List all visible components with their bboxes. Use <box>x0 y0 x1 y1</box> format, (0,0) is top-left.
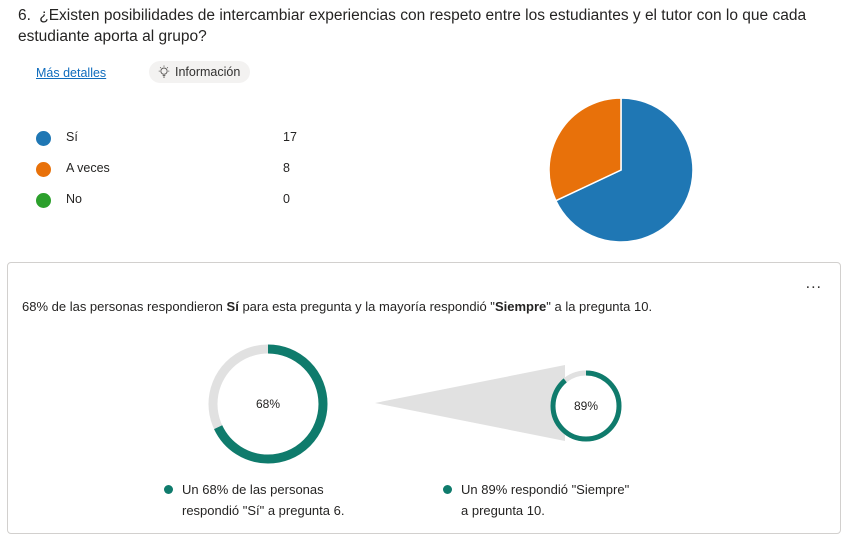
caption-line: Un 89% respondió "Siempre" <box>461 482 630 497</box>
caption-line: respondió "Sí" a pregunta 6. <box>182 503 345 518</box>
legend-swatch <box>36 162 51 177</box>
more-options-button[interactable]: ... <box>805 275 822 292</box>
connector-shape <box>375 365 565 441</box>
donut-q6: 68% <box>208 344 328 464</box>
insight-text: 68% de las personas respondieron Sí para… <box>22 299 652 314</box>
pie-slice-a-veces[interactable] <box>548 97 622 202</box>
caption-bullet <box>443 485 452 494</box>
question-number: 6. <box>18 7 31 24</box>
legend-label: No <box>66 192 82 206</box>
question-text: ¿Existen posibilidades de intercambiar e… <box>18 7 807 45</box>
insight-bold: Siempre <box>494 299 547 314</box>
lightbulb-icon <box>158 65 170 78</box>
insight-card: ... 68% de las personas respondieron Sí … <box>7 262 841 534</box>
legend-count: 8 <box>283 161 290 175</box>
legend-item-no: No 0 <box>36 189 306 220</box>
legend-item-a-veces: A veces 8 <box>36 158 306 189</box>
caption-line: a pregunta 10. <box>461 503 545 518</box>
chart-legend: Sí 17 A veces 8 No 0 <box>36 127 306 220</box>
legend-swatch <box>36 131 51 146</box>
pie-slice-sí[interactable] <box>554 97 694 243</box>
insight-bold: Sí <box>226 299 239 314</box>
caption-q6: Un 68% de las personas respondió "Sí" a … <box>164 479 392 521</box>
info-button[interactable]: Información <box>149 61 251 83</box>
info-label: Información <box>175 65 241 79</box>
caption-bullet <box>164 485 173 494</box>
donut-arc <box>550 370 622 442</box>
legend-label: A veces <box>66 161 110 175</box>
insight-part: para esta pregunta y la mayoría respondi… <box>238 299 495 314</box>
donut-label: 68% <box>256 397 280 411</box>
insight-part: " a la pregunta 10. <box>546 299 653 314</box>
donut-label: 89% <box>574 399 598 413</box>
donut-q10: 89% <box>550 370 622 442</box>
pie-chart <box>548 97 694 243</box>
question-title: 6. ¿Existen posibilidades de intercambia… <box>18 5 843 47</box>
caption-q10: Un 89% respondió "Siempre" a pregunta 10… <box>443 479 681 521</box>
donut-arc <box>208 344 328 464</box>
caption-line: Un 68% de las personas <box>182 482 324 497</box>
more-details-link[interactable]: Más detalles <box>36 66 107 80</box>
insight-part: 68% de las personas respondieron <box>22 299 227 314</box>
legend-count: 17 <box>283 130 297 144</box>
legend-swatch <box>36 193 51 208</box>
legend-label: Sí <box>66 130 78 144</box>
legend-count: 0 <box>283 192 290 206</box>
legend-item-si: Sí 17 <box>36 127 306 158</box>
